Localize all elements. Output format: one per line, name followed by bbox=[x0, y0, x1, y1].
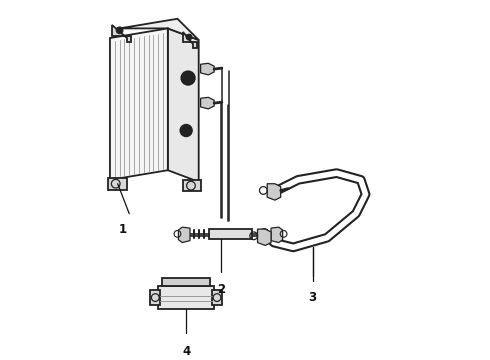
Text: 4: 4 bbox=[182, 345, 190, 358]
Polygon shape bbox=[258, 229, 271, 246]
Polygon shape bbox=[158, 286, 214, 309]
Polygon shape bbox=[209, 229, 252, 239]
Polygon shape bbox=[120, 19, 198, 40]
Text: 1: 1 bbox=[119, 223, 126, 236]
Circle shape bbox=[184, 128, 189, 133]
Text: 2: 2 bbox=[217, 283, 225, 296]
Polygon shape bbox=[108, 178, 127, 189]
Polygon shape bbox=[112, 24, 131, 42]
Circle shape bbox=[180, 125, 192, 136]
Polygon shape bbox=[110, 28, 168, 180]
Polygon shape bbox=[271, 227, 283, 243]
Text: 3: 3 bbox=[309, 291, 317, 304]
Polygon shape bbox=[183, 32, 197, 48]
Circle shape bbox=[186, 34, 192, 40]
Polygon shape bbox=[150, 290, 160, 305]
Polygon shape bbox=[267, 184, 281, 200]
Circle shape bbox=[185, 75, 191, 81]
Polygon shape bbox=[178, 227, 190, 243]
Polygon shape bbox=[162, 278, 210, 286]
Polygon shape bbox=[200, 97, 214, 109]
Polygon shape bbox=[183, 180, 200, 192]
Polygon shape bbox=[168, 28, 198, 182]
Circle shape bbox=[181, 71, 195, 85]
Circle shape bbox=[116, 27, 123, 34]
Polygon shape bbox=[200, 63, 214, 75]
Polygon shape bbox=[212, 290, 222, 305]
